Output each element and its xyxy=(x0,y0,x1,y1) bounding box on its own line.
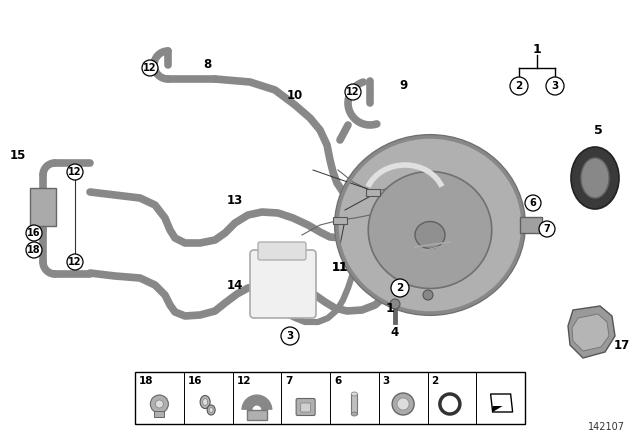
Text: 12: 12 xyxy=(237,376,251,386)
Bar xyxy=(247,410,267,420)
Bar xyxy=(351,394,357,414)
Polygon shape xyxy=(493,406,502,412)
Circle shape xyxy=(345,84,361,100)
Text: 13: 13 xyxy=(227,194,243,207)
Text: 3: 3 xyxy=(286,331,294,341)
Ellipse shape xyxy=(571,147,619,209)
Ellipse shape xyxy=(209,408,213,413)
Circle shape xyxy=(156,400,163,408)
Polygon shape xyxy=(491,394,513,412)
Polygon shape xyxy=(572,314,609,351)
Ellipse shape xyxy=(207,405,215,415)
Circle shape xyxy=(423,290,433,300)
Text: 8: 8 xyxy=(203,57,211,70)
Bar xyxy=(333,217,347,224)
Text: 5: 5 xyxy=(594,124,602,137)
Circle shape xyxy=(546,77,564,95)
Text: 142107: 142107 xyxy=(588,422,625,432)
Text: 4: 4 xyxy=(391,326,399,339)
Ellipse shape xyxy=(203,399,207,405)
Circle shape xyxy=(397,398,409,410)
Text: 12: 12 xyxy=(68,257,82,267)
Text: 14: 14 xyxy=(227,279,243,292)
Text: 9: 9 xyxy=(399,78,407,91)
Circle shape xyxy=(26,225,42,241)
Bar xyxy=(154,411,164,417)
Text: 7: 7 xyxy=(543,224,550,234)
Text: 15: 15 xyxy=(10,148,26,161)
Circle shape xyxy=(510,77,528,95)
Text: 17: 17 xyxy=(614,339,630,352)
Ellipse shape xyxy=(200,396,210,409)
Text: 12: 12 xyxy=(346,87,360,97)
Circle shape xyxy=(539,221,555,237)
Text: 3: 3 xyxy=(552,81,559,91)
FancyBboxPatch shape xyxy=(258,242,306,260)
Text: 16: 16 xyxy=(188,376,202,386)
FancyBboxPatch shape xyxy=(296,399,315,415)
Text: 2: 2 xyxy=(396,283,404,293)
Circle shape xyxy=(150,395,168,413)
Text: 16: 16 xyxy=(28,228,41,238)
Circle shape xyxy=(391,279,409,297)
Circle shape xyxy=(281,327,299,345)
Text: 7: 7 xyxy=(285,376,292,386)
Ellipse shape xyxy=(415,221,445,249)
Text: 1: 1 xyxy=(386,302,394,314)
Ellipse shape xyxy=(335,135,525,315)
Circle shape xyxy=(390,299,400,309)
Text: 11: 11 xyxy=(332,260,348,273)
Circle shape xyxy=(67,164,83,180)
Bar xyxy=(30,188,56,226)
Circle shape xyxy=(142,60,158,76)
Polygon shape xyxy=(568,306,615,358)
Text: 11: 11 xyxy=(332,260,348,273)
Ellipse shape xyxy=(581,158,609,198)
Text: 12: 12 xyxy=(68,167,82,177)
Text: 10: 10 xyxy=(287,89,303,102)
FancyBboxPatch shape xyxy=(250,250,316,318)
Text: 2: 2 xyxy=(431,376,439,386)
Text: 2: 2 xyxy=(515,81,523,91)
Ellipse shape xyxy=(368,172,492,289)
Text: 3: 3 xyxy=(383,376,390,386)
Bar xyxy=(520,217,542,233)
Circle shape xyxy=(525,195,541,211)
Text: 18: 18 xyxy=(27,245,41,255)
Circle shape xyxy=(392,393,414,415)
FancyBboxPatch shape xyxy=(301,403,310,412)
Text: 6: 6 xyxy=(334,376,341,386)
Text: 6: 6 xyxy=(530,198,536,208)
Ellipse shape xyxy=(351,392,357,396)
Ellipse shape xyxy=(351,412,357,416)
Circle shape xyxy=(67,254,83,270)
Text: 12: 12 xyxy=(143,63,157,73)
Circle shape xyxy=(26,242,42,258)
Text: 1: 1 xyxy=(532,43,541,56)
Bar xyxy=(135,372,525,424)
Bar xyxy=(366,189,380,196)
Text: 18: 18 xyxy=(139,376,154,386)
